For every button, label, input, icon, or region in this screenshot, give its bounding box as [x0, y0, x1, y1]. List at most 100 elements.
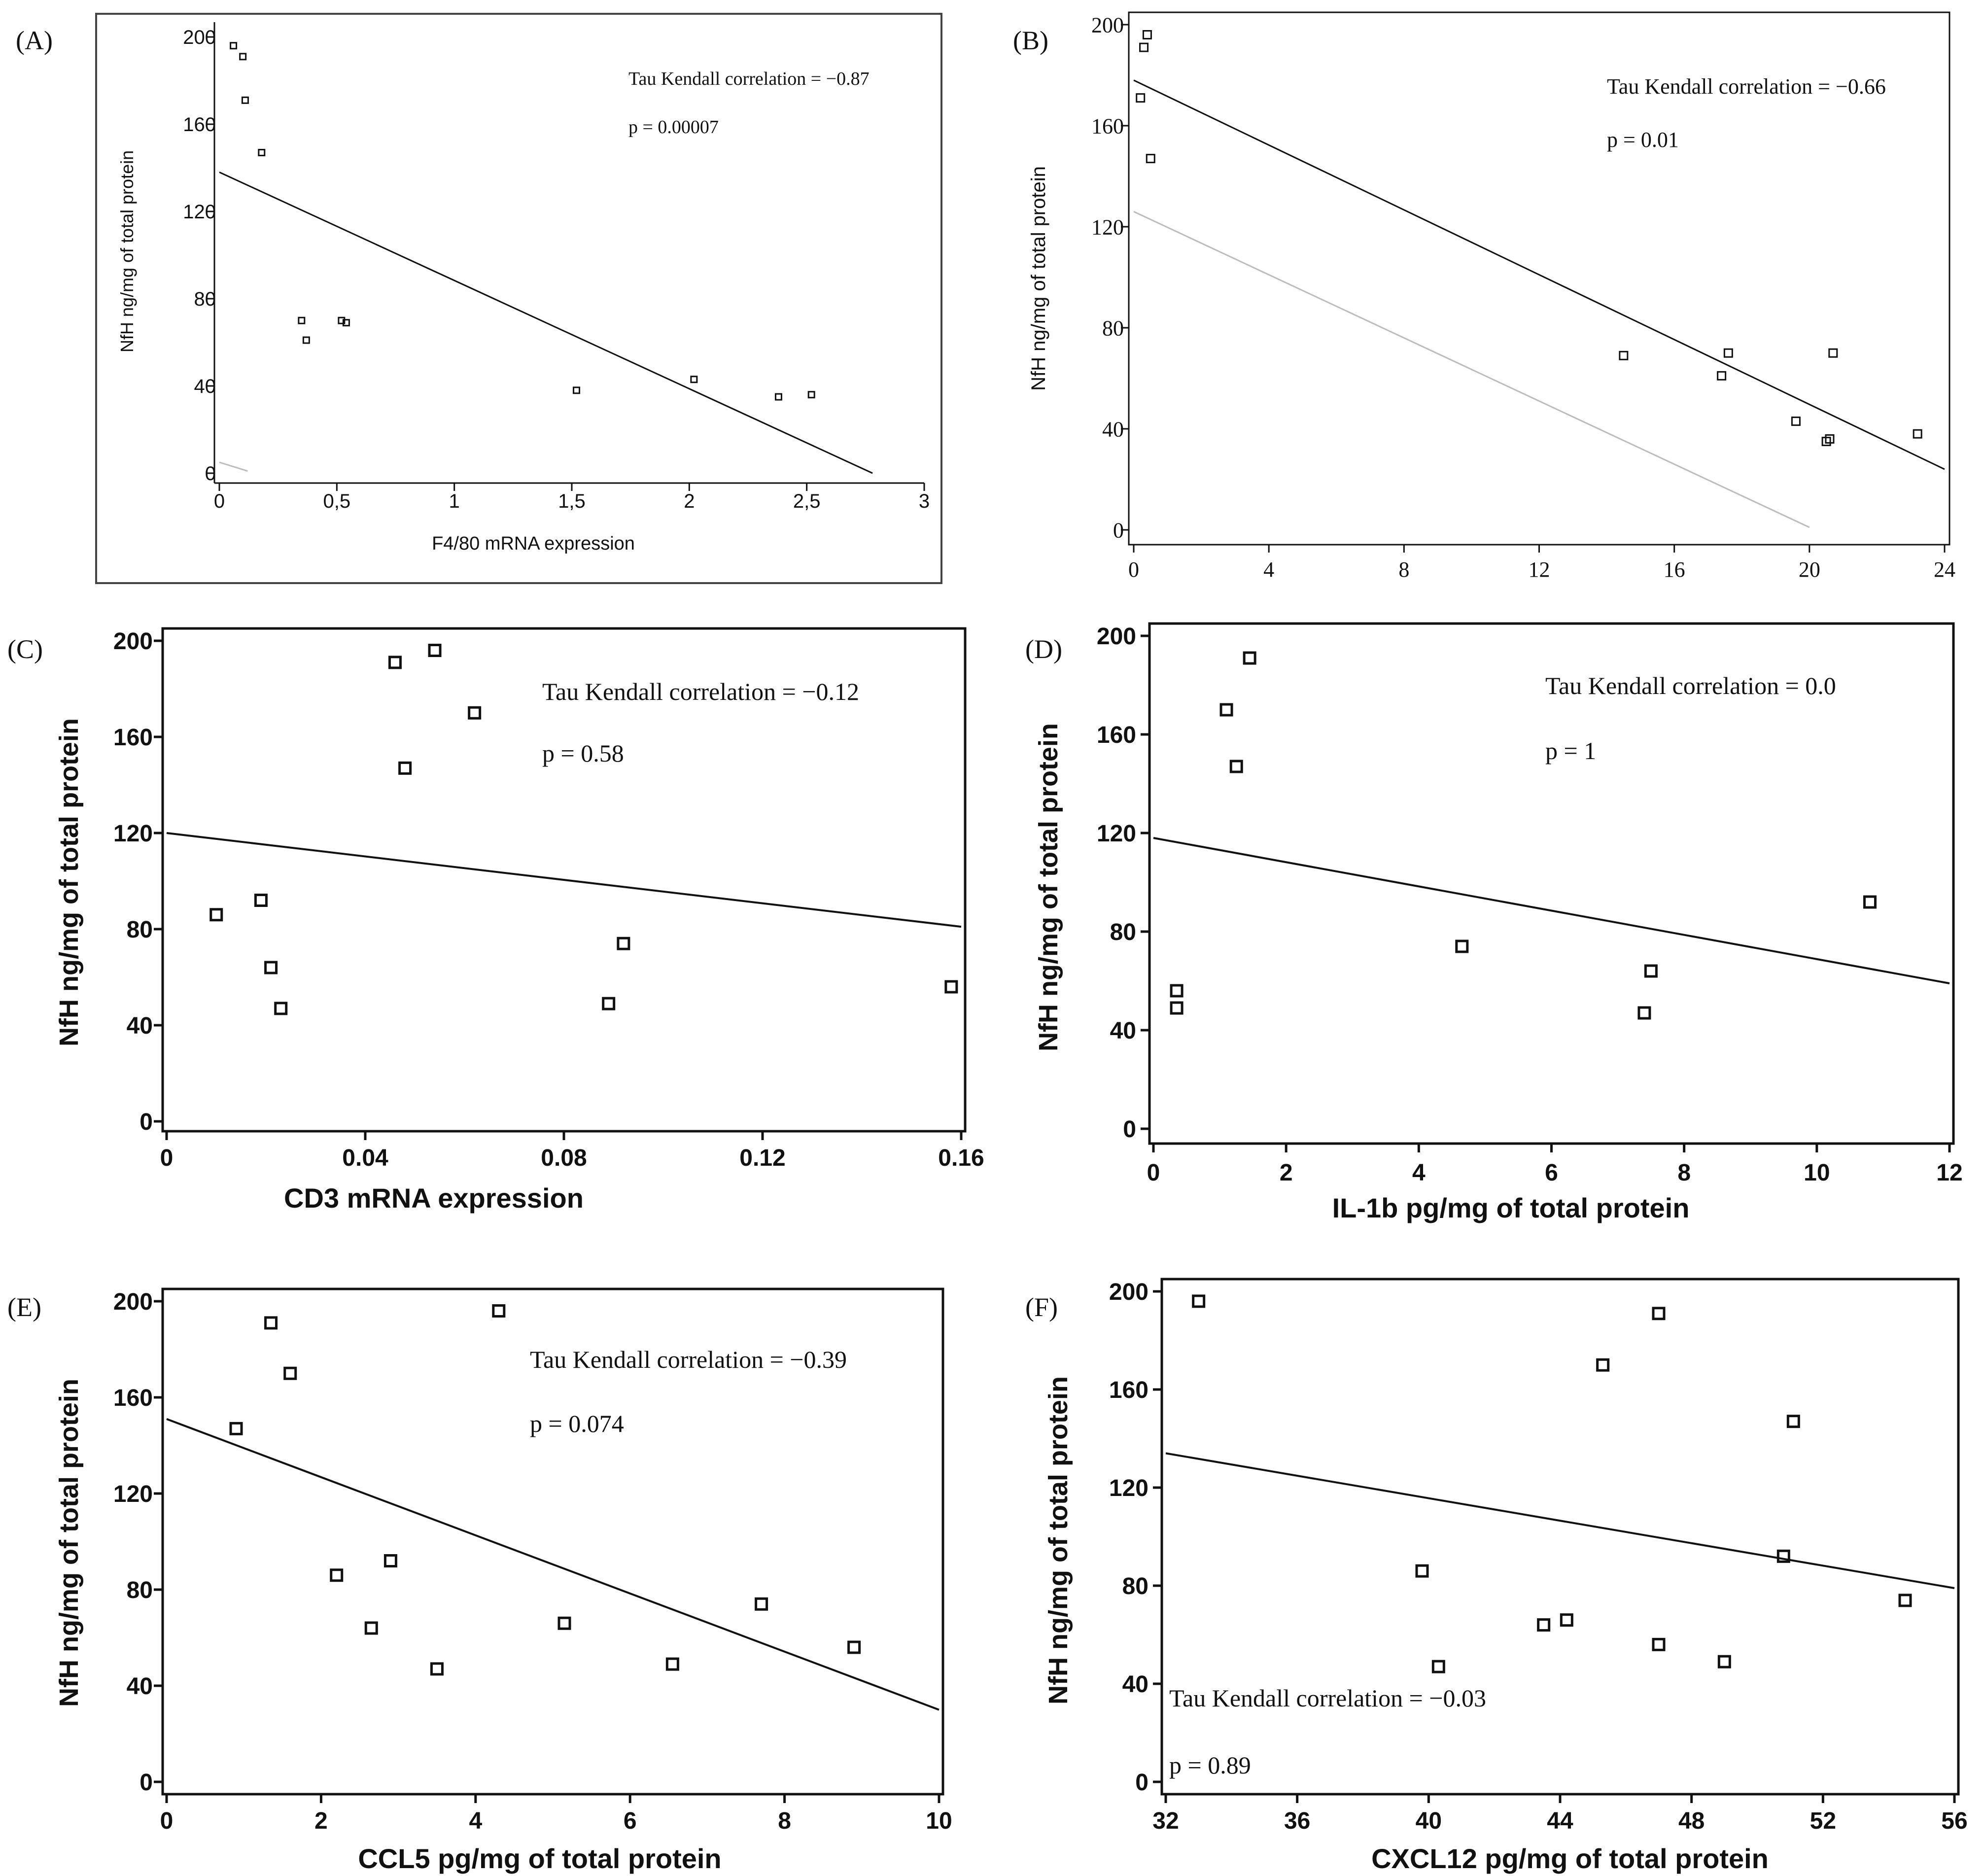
panel-c-x-tick-label: 0.08: [541, 1145, 587, 1171]
panel-b-fit-line-light: [1133, 210, 1810, 528]
panel-a-frame: [95, 13, 942, 584]
panel-c-data-point: [428, 644, 442, 657]
panel-b-x-tick-label: 8: [1398, 557, 1409, 582]
panel-d-y-ticks: 0 40 80 120 160 200: [1097, 624, 1149, 1143]
panel-f-y-axis-label: NfH ng/mg of total protein: [1044, 1376, 1073, 1704]
panel-b-data-point: [1717, 371, 1727, 381]
panel-b-y-axis-label: NfH ng/mg of total protein: [1028, 166, 1049, 391]
panel-d-p-value: p = 1: [1545, 737, 1596, 764]
panel-a-data-points: [230, 42, 815, 401]
panel-e-fit-line-dark: [166, 1418, 940, 1711]
panel-d-data-point: [1644, 964, 1658, 978]
panel-a-axes: [213, 22, 924, 484]
panel-f-label: (F): [1025, 1292, 1058, 1322]
panel-a-x-axis-label: F4/80 mRNA expression: [432, 533, 635, 554]
panel-d-y-tick-label: 200: [1097, 624, 1136, 650]
panel-c-data-point: [264, 961, 278, 974]
panel-e-data-point: [330, 1568, 344, 1582]
panel-e-y-tick-label: 200: [113, 1289, 153, 1315]
panel-b-x-ticks: 0 4 8 12 16 20 24: [1128, 545, 1955, 582]
panel-a-tau-annotation: Tau Kendall correlation = −0.87: [628, 69, 870, 89]
panel-d-y-tick-label: 160: [1097, 722, 1136, 748]
panel-f-y-ticks: 0 40 80 120 160 200: [1109, 1279, 1162, 1796]
panel-a-x-tick-label: 2,5: [793, 490, 821, 512]
panel-d-tau-annotation: Tau Kendall correlation = 0.0: [1545, 672, 1836, 699]
panel-c-fit-lines: [166, 832, 962, 928]
panel-f-x-tick-label: 52: [1810, 1808, 1836, 1834]
panel-b-data-point: [1146, 154, 1155, 164]
panel-c-fit-line-dark: [166, 832, 962, 928]
panel-b-data-point: [1619, 350, 1629, 360]
panel-a-y-tick-label: 40: [194, 376, 216, 397]
panel-c-y-ticks: 0 40 80 120 160 200: [113, 628, 163, 1135]
panel-e-label: (E): [7, 1292, 41, 1322]
panel-a-data-point: [774, 393, 782, 401]
panel-b-data-point: [1791, 417, 1801, 426]
panel-c-y-tick-label: 80: [127, 917, 153, 943]
panel-d-data-point: [1170, 1001, 1183, 1015]
panel-f-p-value: p = 0.89: [1169, 1751, 1251, 1779]
panel-e-data-point: [847, 1640, 861, 1654]
panel-c-label: (C): [7, 634, 43, 664]
panel-a-y-ticks: 0 40 80 120 160 200: [183, 27, 216, 485]
panel-f-data-point: [1537, 1618, 1551, 1632]
panel-a-y-tick-label: 80: [194, 288, 216, 310]
panel-c-x-tick-label: 0: [160, 1145, 174, 1171]
panel-a-fit-lines: [219, 171, 873, 474]
panel-e-x-tick-label: 0: [160, 1808, 174, 1834]
panel-c-y-tick-label: 40: [127, 1013, 153, 1039]
panel-a-data-point: [807, 391, 815, 399]
panel-c-data-point: [398, 761, 412, 775]
panel-f-data-point: [1786, 1415, 1800, 1428]
panel-d-x-tick-label: 12: [1936, 1160, 1962, 1186]
panel-c-y-tick-label: 0: [139, 1109, 153, 1135]
panel-f-y-tick-label: 200: [1109, 1279, 1149, 1305]
panel-e-data-point: [229, 1422, 243, 1435]
panel-e-y-tick-label: 0: [139, 1770, 153, 1796]
panel-c-data-points: [209, 644, 958, 1015]
panel-b-fit-line-dark: [1133, 79, 1945, 470]
panel-f-data-point: [1717, 1655, 1731, 1668]
panel-d-label: (D): [1025, 634, 1062, 664]
panel-a-label: (A): [16, 26, 53, 55]
panel-e-p-value: p = 0.074: [530, 1410, 624, 1437]
panel-f-fit-line-dark: [1165, 1452, 1955, 1589]
panel-b-label: (B): [1013, 26, 1048, 55]
panel-e-data-point: [264, 1316, 278, 1330]
panel-f-x-tick-label: 44: [1547, 1808, 1573, 1834]
panel-a-data-point: [302, 336, 310, 344]
panel-f-x-tick-label: 32: [1152, 1808, 1179, 1834]
panel-e-data-point: [383, 1554, 397, 1567]
panel-d-y-tick-label: 0: [1123, 1116, 1136, 1143]
panel-b-p-value: p = 0.01: [1607, 128, 1679, 152]
panel-b-data-points: [1136, 30, 1922, 447]
panel-a-x-tick-label: 0: [214, 490, 225, 512]
panel-c-x-tick-label: 0.16: [938, 1145, 984, 1171]
panel-f-x-tick-label: 48: [1678, 1808, 1705, 1834]
panel-a-data-point: [230, 42, 238, 50]
panel-e-data-point: [755, 1597, 768, 1611]
panel-b-x-tick-label: 24: [1934, 557, 1955, 582]
panel-c-data-point: [468, 706, 482, 720]
panel-c-data-point: [602, 997, 616, 1010]
panel-b-data-point: [1142, 30, 1152, 39]
panel-c-x-tick-label: 0.04: [342, 1145, 388, 1171]
panel-b-y-tick-label: 120: [1091, 215, 1124, 239]
panel-e-data-points: [229, 1304, 861, 1676]
panel-d-data-point: [1219, 703, 1233, 717]
panel-e-x-ticks: 0 2 4 6 8 10: [160, 1794, 952, 1834]
panel-d-x-axis-label: IL-1b pg/mg of total protein: [1332, 1192, 1690, 1223]
panel-b-y-tick-label: 0: [1113, 518, 1124, 542]
panel-e-y-axis-label: NfH ng/mg of total protein: [54, 1379, 84, 1707]
panel-d-y-tick-label: 120: [1097, 821, 1136, 847]
panel-b-x-tick-label: 20: [1799, 557, 1820, 582]
panel-f-data-point: [1560, 1613, 1573, 1627]
panel-d-y-axis-label: NfH ng/mg of total protein: [1034, 723, 1063, 1051]
panel-e-y-tick-label: 160: [113, 1385, 153, 1411]
panel-e-y-ticks: 0 40 80 120 160 200: [113, 1289, 163, 1796]
panel-a-y-tick-label: 120: [183, 201, 216, 223]
panel-c-y-tick-label: 200: [113, 628, 153, 655]
panel-a-data-point: [338, 316, 346, 324]
panel-e-x-axis-label: CCL5 pg/mg of total protein: [358, 1843, 721, 1874]
panel-a-data-point: [690, 376, 698, 383]
